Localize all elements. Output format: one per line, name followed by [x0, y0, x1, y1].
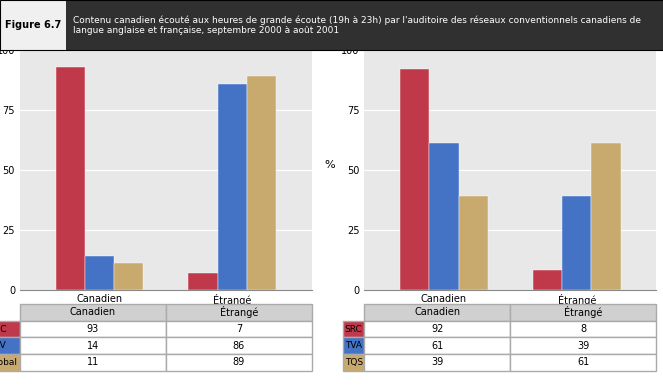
Text: Figure 6.7: Figure 6.7	[5, 20, 61, 30]
Bar	[247, 76, 276, 290]
FancyBboxPatch shape	[0, 0, 66, 50]
Bar	[217, 84, 247, 290]
Bar	[533, 270, 562, 290]
Bar	[591, 144, 621, 290]
Bar	[562, 196, 591, 290]
Bar	[85, 256, 114, 290]
Bar	[114, 263, 143, 290]
Bar	[430, 144, 459, 290]
Y-axis label: %: %	[324, 160, 335, 170]
Title: Réseaux conventionnels canadiens de langue anglaise: Réseaux conventionnels canadiens de lang…	[32, 36, 300, 47]
Title: Réseaux conventionnels canadiens de langue française: Réseaux conventionnels canadiens de lang…	[375, 36, 646, 47]
Bar	[459, 196, 488, 290]
Text: Contenu canadien écouté aux heures de grande écoute (19h à 23h) par l'auditoire : Contenu canadien écouté aux heures de gr…	[73, 15, 641, 35]
Bar	[56, 67, 85, 290]
FancyBboxPatch shape	[0, 0, 663, 50]
Bar	[400, 69, 430, 290]
Bar	[188, 273, 217, 290]
